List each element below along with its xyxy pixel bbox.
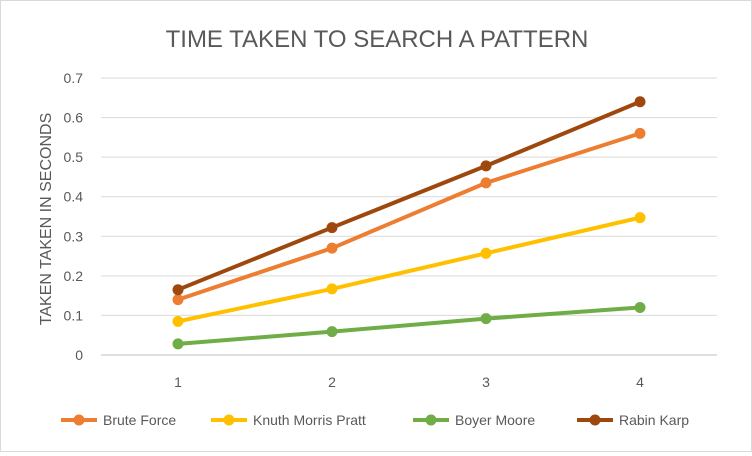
series-line-boyer-moore [176,305,642,346]
y-tick-label: 0.1 [64,307,84,323]
data-point-brute-force [634,127,646,139]
legend: Brute Force Knuth Morris Pratt Boyer Moore… [61,412,689,428]
y-tick-label: 0 [75,347,83,363]
x-tick-label: 3 [482,374,490,390]
data-point-brute-force [480,177,492,189]
legend-label: Boyer Moore [455,412,535,428]
data-point-brute-force [326,242,338,254]
x-tick-label: 2 [328,374,336,390]
series-brute-force [172,127,646,306]
data-point-knuth-morris-pratt [326,283,338,295]
legend-item-boyer-moore: Boyer Moore [413,412,535,428]
series-knuth-morris-pratt [172,212,646,327]
data-point-rabin-karp [172,284,184,296]
chart-title: TIME TAKEN TO SEARCH A PATTERN [166,26,589,53]
series-boyer-moore [172,302,646,350]
data-point-boyer-moore [480,313,492,325]
y-tick-label: 0.7 [64,70,84,86]
data-point-knuth-morris-pratt [480,247,492,259]
series-line-brute-force [176,131,642,302]
data-point-knuth-morris-pratt [634,212,646,224]
data-point-rabin-karp [326,222,338,234]
y-tick-label: 0.3 [64,228,84,244]
data-point-brute-force [172,294,184,306]
data-point-rabin-karp [480,160,492,172]
legend-item-knuth-morris-pratt: Knuth Morris Pratt [211,412,366,428]
legend-swatch-marker [223,414,235,426]
legend-item-brute-force: Brute Force [61,412,176,428]
series-line-knuth-morris-pratt [176,215,642,324]
y-axis-ticks: 0 0.1 0.2 0.3 0.4 0.5 0.6 0.7 [64,70,84,363]
data-point-boyer-moore [634,302,646,314]
series-rabin-karp [172,96,646,296]
x-tick-label: 4 [636,374,644,390]
y-tick-label: 0.4 [64,189,84,205]
legend-swatch-marker [589,414,601,426]
y-tick-label: 0.5 [64,149,84,165]
legend-label: Rabin Karp [619,412,689,428]
y-axis-label: TAKEN TAKEN IN SECONDS [38,113,55,325]
x-tick-label: 1 [174,374,182,390]
legend-swatch-marker [425,414,437,426]
series-group [172,96,646,350]
y-tick-label: 0.6 [64,110,84,126]
series-line-rabin-karp [176,99,642,292]
y-tick-label: 0.2 [64,268,84,284]
legend-label: Knuth Morris Pratt [253,412,366,428]
x-axis-ticks: 1 2 3 4 [174,374,644,390]
data-point-rabin-karp [634,96,646,108]
legend-label: Brute Force [103,412,176,428]
data-point-boyer-moore [326,326,338,338]
legend-swatch-marker [73,414,85,426]
data-point-boyer-moore [172,338,184,350]
data-point-knuth-morris-pratt [172,315,184,327]
legend-item-rabin-karp: Rabin Karp [577,412,689,428]
